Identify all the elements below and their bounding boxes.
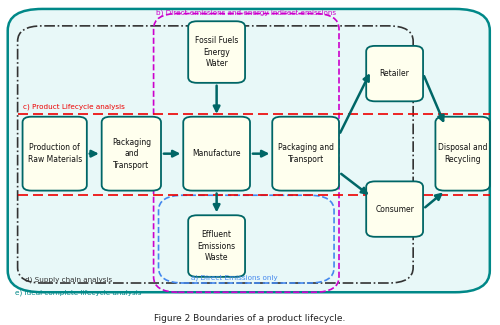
FancyBboxPatch shape xyxy=(102,117,161,191)
FancyBboxPatch shape xyxy=(436,117,490,191)
FancyBboxPatch shape xyxy=(366,181,423,237)
Text: Packaging
and
Transport: Packaging and Transport xyxy=(112,138,151,170)
Text: Packaging and
Transport: Packaging and Transport xyxy=(278,143,334,164)
Text: Effluent
Emissions
Waste: Effluent Emissions Waste xyxy=(198,230,235,262)
FancyBboxPatch shape xyxy=(183,117,250,191)
FancyBboxPatch shape xyxy=(188,215,245,277)
Text: c) Product Lifecycle analysis: c) Product Lifecycle analysis xyxy=(22,103,125,110)
FancyBboxPatch shape xyxy=(366,46,423,101)
Text: Production of
Raw Materials: Production of Raw Materials xyxy=(28,143,82,164)
FancyBboxPatch shape xyxy=(272,117,339,191)
Text: e) Ideal complete lifecycle analysis: e) Ideal complete lifecycle analysis xyxy=(15,289,142,296)
FancyBboxPatch shape xyxy=(188,21,245,83)
Text: d) Supply chain analysis: d) Supply chain analysis xyxy=(25,277,112,283)
Text: a) Direct Emissions only: a) Direct Emissions only xyxy=(190,274,278,280)
Text: Fossil Fuels
Energy
Water: Fossil Fuels Energy Water xyxy=(195,36,238,68)
Text: Manufacture: Manufacture xyxy=(192,149,241,158)
Text: Disposal and
Recycling: Disposal and Recycling xyxy=(438,143,488,164)
FancyBboxPatch shape xyxy=(22,117,87,191)
Text: Retailer: Retailer xyxy=(380,69,410,78)
Text: b) Direct emissions and energy indirect emissions: b) Direct emissions and energy indirect … xyxy=(156,9,336,16)
Text: Figure 2 Boundaries of a product lifecycle.: Figure 2 Boundaries of a product lifecyc… xyxy=(154,314,346,323)
Text: Consumer: Consumer xyxy=(375,205,414,214)
FancyBboxPatch shape xyxy=(8,9,490,292)
